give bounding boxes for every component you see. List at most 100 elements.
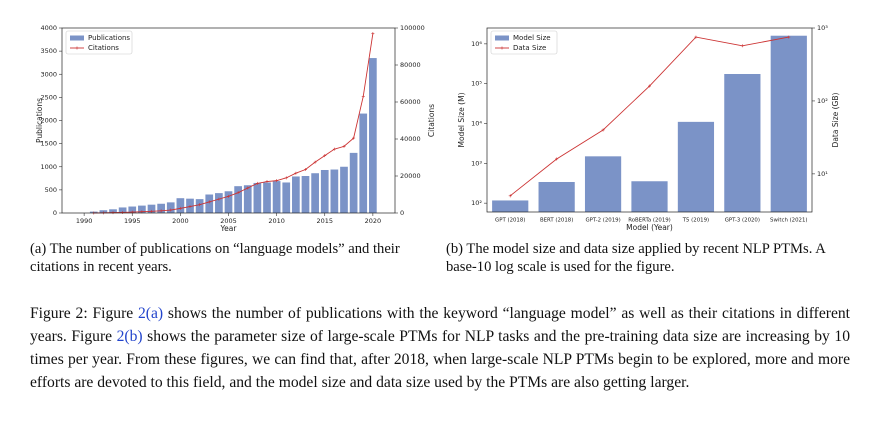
x-tick-label: 1990 [76, 217, 93, 225]
bar [311, 173, 319, 213]
bar [292, 176, 300, 213]
figure-link[interactable]: 2(a) [138, 305, 164, 322]
y2-tick-label: 10³ [817, 24, 828, 32]
point [169, 208, 173, 212]
point [111, 211, 115, 215]
bar [147, 204, 156, 213]
x-tick-label: BERT (2018) [540, 218, 573, 224]
x-axis-label: Model (Year) [626, 223, 673, 232]
bar [234, 186, 242, 213]
point [236, 191, 240, 195]
y-tick-label: 10⁵ [471, 80, 482, 88]
y-axis-label: Model Size (M) [457, 92, 466, 147]
legend-swatch [75, 46, 79, 50]
y2-tick-label: 0 [400, 209, 404, 217]
bar [128, 206, 137, 213]
x-tick-label: GPT-3 (2020) [725, 218, 760, 224]
bar [166, 202, 175, 213]
caption-b: (b) The model size and data size applied… [446, 241, 825, 275]
line [93, 33, 374, 214]
point [284, 176, 288, 180]
point [371, 32, 375, 36]
y2-axis-label: Data Size (GB) [831, 92, 840, 147]
point [150, 209, 154, 213]
bar [138, 205, 146, 213]
y-tick-label: 10⁴ [471, 120, 482, 128]
bar [224, 191, 233, 213]
point [294, 171, 298, 175]
plot-frame [486, 27, 813, 213]
bar [272, 181, 281, 213]
point [303, 168, 307, 172]
point [246, 186, 250, 190]
point [787, 35, 791, 39]
y-tick-label: 1500 [40, 140, 57, 148]
caption-text: shows the number of publications with th… [30, 305, 850, 345]
legend-label: Data Size [513, 44, 546, 52]
bar [340, 166, 348, 213]
bar [677, 121, 715, 212]
point [313, 160, 317, 164]
point [323, 154, 327, 158]
point [352, 136, 356, 140]
point [255, 181, 259, 185]
point [265, 180, 269, 184]
legend-label: Publications [88, 34, 130, 42]
figure-link[interactable]: 2(b) [116, 328, 143, 345]
y-tick-label: 1000 [40, 163, 57, 171]
legend-swatch [495, 35, 509, 41]
point [508, 194, 512, 198]
bar [176, 198, 185, 213]
bar [330, 169, 339, 213]
bar [538, 181, 575, 212]
bar [369, 58, 377, 213]
figure: 1990 1995 2000 2005 2010 2015 2020 0 500 1000 1500… [35, 24, 840, 233]
bar [359, 113, 368, 213]
caption-a: (a) The number of publications on “langu… [30, 241, 400, 275]
point [207, 200, 211, 204]
y-tick-label: 10³ [471, 159, 482, 167]
point [332, 147, 336, 151]
point [555, 157, 559, 161]
bar [215, 193, 223, 213]
caption-text: Figure [87, 305, 138, 322]
bar [282, 182, 291, 213]
bar [253, 182, 262, 213]
bar [349, 152, 358, 213]
point [342, 144, 346, 148]
bar [301, 176, 310, 213]
point [275, 179, 279, 183]
caption-text: shows the parameter size of large-scale … [30, 328, 850, 391]
legend-label: Citations [88, 44, 119, 52]
point [159, 209, 163, 213]
y2-tick-label: 80000 [400, 61, 421, 69]
bar [770, 35, 807, 213]
bar [492, 200, 529, 212]
x-tick-label: 2000 [172, 217, 189, 225]
x-tick-label: Switch (2021) [770, 218, 807, 224]
y2-tick-label: 10¹ [817, 170, 828, 178]
y-tick-label: 10⁶ [471, 40, 482, 48]
point [694, 35, 698, 39]
point [178, 206, 182, 210]
bar [263, 182, 271, 213]
point [227, 194, 230, 198]
point [198, 203, 202, 207]
y-tick-label: 10² [471, 199, 482, 207]
y2-axis-label: Citations [427, 104, 436, 137]
x-tick-label: 2015 [316, 217, 333, 225]
y2-tick-label: 10² [817, 97, 828, 105]
x-tick-label: GPT (2018) [495, 218, 525, 224]
legend-swatch [70, 35, 84, 41]
y-axis-label: Publications [35, 98, 44, 143]
x-tick-label: 2010 [268, 217, 285, 225]
point [361, 94, 365, 98]
bar [157, 203, 165, 213]
y-tick-label: 500 [45, 186, 57, 194]
y2-tick-label: 60000 [400, 98, 421, 106]
y2-tick-label: 40000 [400, 135, 421, 143]
y-tick-label: 0 [53, 209, 57, 217]
y2-tick-label: 20000 [400, 172, 421, 180]
legend-swatch [500, 46, 504, 50]
bar [205, 194, 214, 213]
